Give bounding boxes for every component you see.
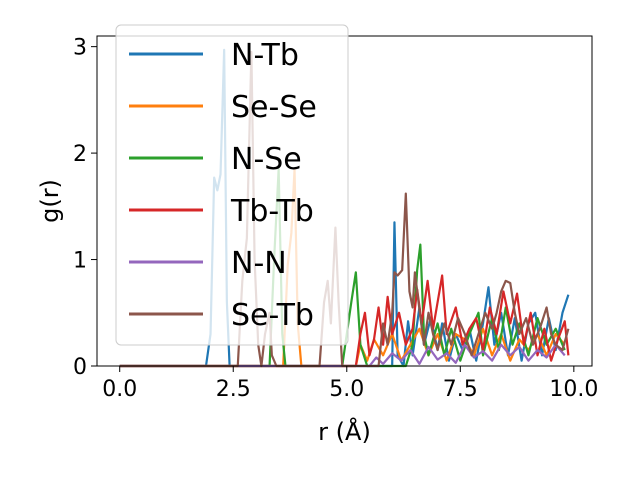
x-axis-title: r (Å): [318, 417, 371, 446]
legend-label: Tb-Tb: [230, 194, 314, 229]
legend: N-Tb Se-Se N-Se Tb-Tb N-N Se-Tb: [115, 24, 349, 346]
y-axis-title: g(r): [36, 179, 64, 223]
x-tick-label: 0.0: [102, 377, 137, 402]
legend-label: Se-Tb: [231, 298, 314, 333]
series-line-n-n: [119, 343, 566, 368]
x-tick-label: 5.0: [329, 377, 364, 402]
y-tick-label: 2: [73, 142, 87, 167]
y-axis: 0 1 2 3: [73, 36, 97, 380]
y-tick-label: 1: [73, 249, 87, 274]
x-tick-label: 2.5: [216, 377, 251, 402]
x-axis: 0.0 2.5 5.0 7.5 10.0: [102, 366, 598, 402]
legend-label: N-Se: [231, 142, 302, 177]
legend-label: Se-Se: [231, 90, 317, 125]
legend-box: [115, 24, 349, 346]
x-tick-label: 7.5: [443, 377, 478, 402]
y-tick-label: 3: [73, 36, 87, 61]
x-tick-label: 10.0: [549, 377, 598, 402]
series-line-tb-tb: [119, 274, 570, 368]
y-tick-label: 0: [73, 355, 87, 380]
legend-label: N-Tb: [231, 38, 299, 73]
legend-label: N-N: [231, 246, 287, 281]
